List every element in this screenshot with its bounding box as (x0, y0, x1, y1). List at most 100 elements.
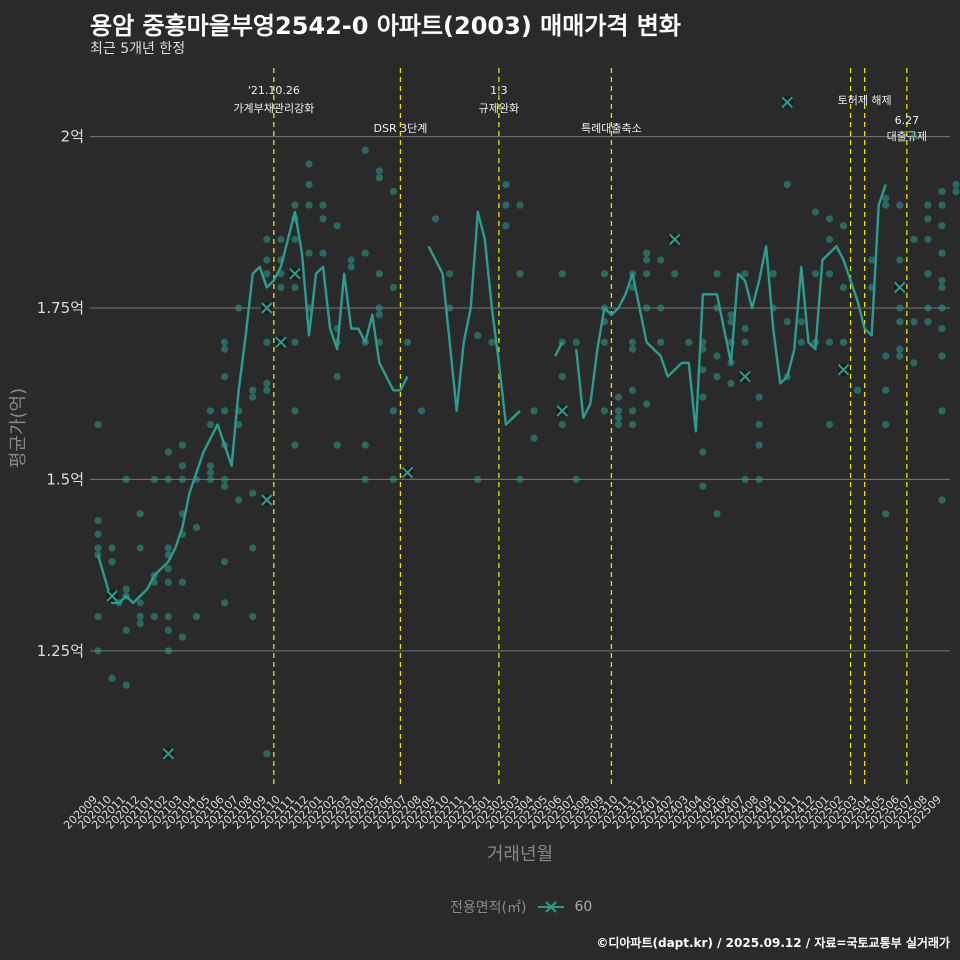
data-point (164, 475, 172, 484)
data-point (783, 318, 791, 326)
data-point (122, 681, 130, 689)
data-point (882, 194, 890, 202)
data-point (164, 626, 172, 634)
x-marker (106, 590, 118, 602)
data-point (347, 263, 355, 271)
data-point (628, 407, 637, 415)
data-point (657, 304, 665, 312)
data-point (741, 324, 749, 333)
data-point (389, 407, 397, 415)
legend-item-60: 60 (574, 899, 593, 915)
data-point (882, 352, 890, 360)
data-point (924, 201, 932, 209)
data-point (839, 338, 848, 346)
data-point (375, 167, 383, 175)
data-point (94, 530, 102, 538)
data-point (713, 352, 721, 360)
x-marker (739, 370, 751, 383)
data-point (235, 304, 243, 312)
x-marker (162, 748, 175, 760)
data-point (263, 386, 271, 394)
data-point (938, 222, 946, 230)
data-point (825, 338, 834, 346)
data-point (896, 318, 904, 326)
legend: 전용면적(㎡) 60 (450, 897, 592, 917)
data-point (699, 366, 707, 374)
data-point (249, 489, 257, 497)
data-point (924, 235, 932, 244)
x-marker (669, 233, 681, 246)
x-marker (837, 364, 850, 376)
data-point (305, 249, 313, 257)
data-point (600, 270, 609, 278)
data-point (178, 475, 186, 484)
data-point (699, 448, 707, 456)
data-point (924, 304, 932, 312)
data-point (291, 441, 299, 449)
event-label: 특례대출축소 (581, 122, 642, 135)
data-point (558, 270, 566, 278)
data-point (825, 215, 834, 223)
data-point (164, 612, 172, 621)
data-point (628, 386, 637, 394)
series-line (96, 210, 409, 605)
data-point (952, 187, 960, 196)
data-point (474, 331, 482, 340)
y-tick-label: 1.25억 (37, 642, 84, 660)
data-point (263, 338, 271, 346)
event-label: '21.10.26 (248, 84, 300, 97)
x-marker (556, 405, 568, 417)
data-point (938, 276, 946, 285)
data-point (924, 215, 932, 223)
credit: ©디아파트(dapt.kr) / 2025.09.12 / 자료=국토교통부 실… (596, 936, 950, 950)
data-point (221, 599, 229, 607)
data-point (938, 283, 946, 292)
data-point (136, 510, 144, 518)
data-point (375, 311, 383, 319)
data-point (910, 359, 918, 367)
data-point (502, 180, 510, 189)
data-point (516, 270, 524, 278)
data-point (488, 338, 496, 346)
data-point (221, 338, 229, 346)
data-point (291, 201, 299, 209)
data-point (94, 647, 102, 655)
data-point (389, 187, 397, 196)
data-point (305, 180, 313, 189)
data-point (614, 420, 623, 429)
data-point (713, 270, 721, 278)
data-point (502, 201, 510, 209)
data-point (614, 393, 623, 401)
data-point (628, 345, 637, 353)
data-point (178, 441, 186, 449)
data-point (516, 201, 524, 209)
data-point (263, 379, 271, 388)
event-label: 토허제 해제 (838, 93, 892, 107)
data-point (938, 496, 946, 504)
data-point (558, 372, 566, 381)
data-point (150, 475, 158, 484)
data-point (136, 619, 144, 628)
data-point (221, 482, 229, 490)
data-point (952, 180, 960, 189)
data-point (249, 386, 257, 394)
chart-subtitle: 최근 5개년 한정 (90, 41, 186, 57)
data-point (136, 612, 144, 621)
data-point (797, 318, 805, 326)
data-point (882, 201, 890, 209)
data-point (938, 201, 946, 209)
data-point (910, 235, 918, 244)
data-point (389, 283, 397, 292)
data-point (825, 270, 834, 278)
data-point (924, 318, 932, 326)
data-point (206, 475, 215, 484)
data-point (839, 283, 848, 292)
data-point (530, 407, 538, 415)
data-point (263, 256, 271, 264)
y-tick-label: 2억 (61, 128, 84, 146)
data-point (713, 510, 721, 518)
data-point (713, 372, 721, 381)
event-label: 규제완화 (479, 102, 519, 115)
event-label: 1.3 (490, 84, 508, 97)
data-point (558, 420, 566, 429)
